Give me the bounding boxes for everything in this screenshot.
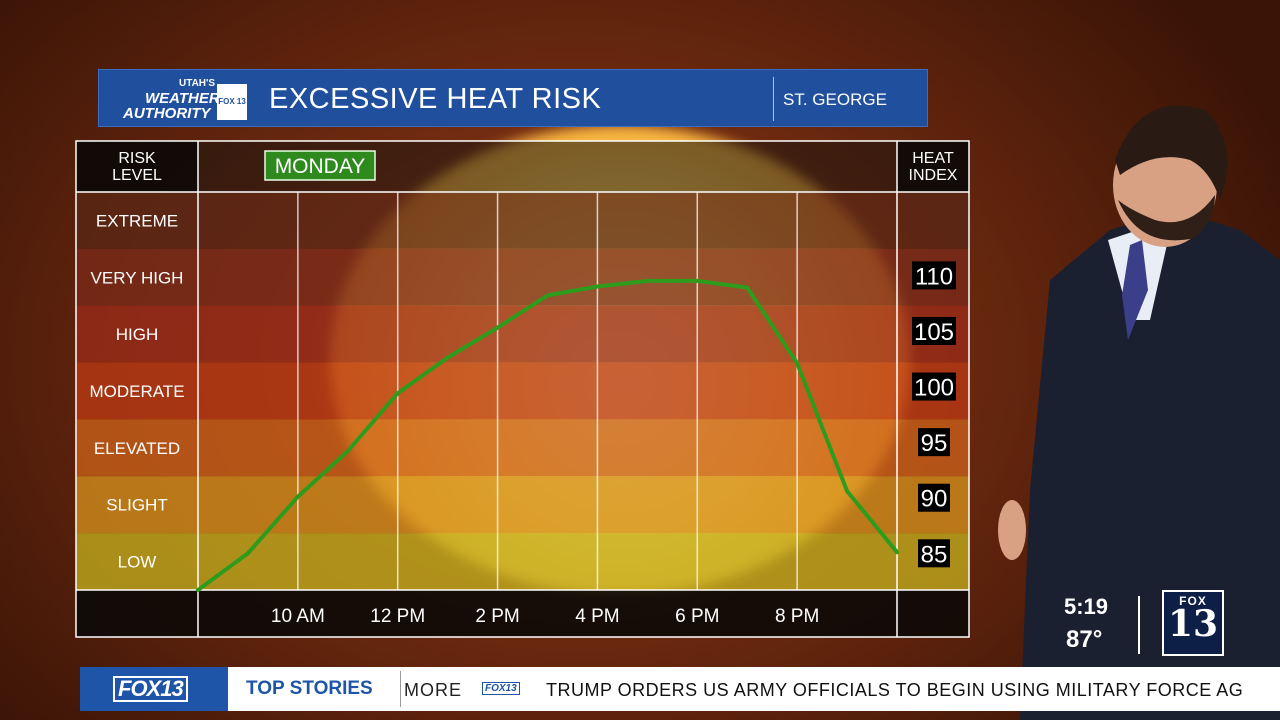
location-label: ST. GEORGE (783, 90, 887, 109)
ticker-logo: FOX13 (80, 667, 228, 711)
y-tick-label: 105 (914, 319, 954, 346)
risk-band-moderate (76, 362, 969, 420)
risk-level-label: LOW (118, 553, 157, 572)
heat-index-data-point (495, 325, 500, 330)
heat-index-data-point (895, 550, 899, 555)
station-fox-text: FOX (1179, 594, 1207, 608)
logo-badge: FOX 13 (217, 84, 247, 120)
risk-band-very-high (76, 248, 969, 306)
y-tick-box (912, 261, 956, 290)
ticker-more: MORE (404, 680, 462, 700)
x-tick-label: 4 PM (575, 606, 619, 627)
heat-index-data-point (445, 355, 450, 360)
y-tick-box (918, 539, 950, 568)
clock-time: 5:19 (1064, 594, 1109, 619)
heat-index-data-point (795, 361, 799, 366)
y-tick-label: 85 (921, 541, 948, 568)
risk-band-low (76, 533, 969, 590)
risk-band-high (76, 305, 969, 363)
logo-mid-text: WEATHER (145, 90, 220, 107)
weather-authority-logo: UTAH'S WEATHER AUTHORITY FOX 13 (121, 76, 249, 122)
x-tick-label: 8 PM (775, 606, 819, 627)
heat-index-header-line1: HEAT (912, 150, 954, 167)
y-tick-label: 110 (915, 263, 953, 290)
page-title: EXCESSIVE HEAT RISK (269, 83, 602, 115)
fox13-station-logo: FOX 13 (1162, 590, 1224, 656)
ticker-divider (400, 671, 401, 707)
heat-index-header-cell (897, 141, 969, 192)
ticker-logo-text: FOX13 (113, 676, 188, 702)
ticker-headline: TRUMP ORDERS US ARMY OFFICIALS TO BEGIN … (546, 680, 1244, 700)
heat-index-header-line2: INDEX (909, 167, 958, 184)
weatherman-figure (998, 105, 1280, 720)
heat-index-data-point (845, 489, 849, 493)
chart-frame (75, 140, 970, 638)
y-tick-box (918, 483, 950, 512)
logo-bottom-text: AUTHORITY (123, 105, 211, 122)
risk-level-label: VERY HIGH (91, 268, 184, 287)
y-tick-box (918, 428, 950, 457)
risk-level-label: HIGH (116, 325, 159, 344)
chart-header-strip (76, 141, 969, 192)
x-tick-label: 2 PM (475, 606, 519, 627)
chart-footer-strip (76, 590, 969, 637)
ticker-section: TOP STORIES (246, 678, 373, 699)
risk-band-slight (76, 476, 969, 534)
ticker-mini-logo: FOX13 (482, 682, 520, 695)
y-tick-label: 90 (921, 486, 948, 513)
x-tick-label: 10 AM (271, 606, 325, 627)
heat-index-data-point (196, 588, 200, 592)
heat-index-data-point (246, 551, 250, 556)
station-number-text: 13 (1167, 603, 1219, 645)
x-tick-label: 12 PM (370, 606, 425, 627)
heat-index-data-point (345, 449, 350, 453)
day-label-box (264, 150, 376, 181)
heat-index-data-point (395, 391, 400, 396)
y-tick-label: 100 (914, 375, 954, 402)
risk-level-label: EXTREME (96, 211, 178, 230)
risk-level-header-cell (76, 141, 198, 192)
risk-band-elevated (76, 419, 969, 477)
title-bar: UTAH'S WEATHER AUTHORITY FOX 13 EXCESSIV… (98, 69, 928, 127)
risk-level-header-line2: LEVEL (112, 167, 162, 184)
risk-level-header-line1: RISK (118, 150, 156, 167)
risk-band-extreme (76, 192, 969, 249)
heat-index-data-point (595, 284, 600, 289)
news-ticker: FOX13 TOP STORIES MORE FOX13 TRUMP ORDER… (80, 667, 1280, 711)
risk-level-label: SLIGHT (106, 496, 167, 515)
logo-top-text: UTAH'S (179, 78, 216, 89)
heat-index-data-point (695, 279, 700, 283)
title-divider (773, 77, 774, 121)
heat-index-data-point (296, 494, 300, 499)
risk-level-label: MODERATE (89, 382, 184, 401)
risk-level-label: ELEVATED (94, 439, 180, 458)
y-tick-box (912, 372, 956, 401)
current-temperature: 87° (1066, 626, 1103, 653)
y-tick-label: 95 (921, 430, 948, 457)
heat-index-data-point (645, 279, 650, 283)
clock-divider (1138, 596, 1140, 654)
heat-index-data-point (545, 293, 550, 298)
y-tick-box (912, 316, 956, 345)
day-label: MONDAY (275, 155, 366, 178)
x-tick-label: 6 PM (675, 606, 719, 627)
heat-index-data-point (745, 285, 750, 290)
